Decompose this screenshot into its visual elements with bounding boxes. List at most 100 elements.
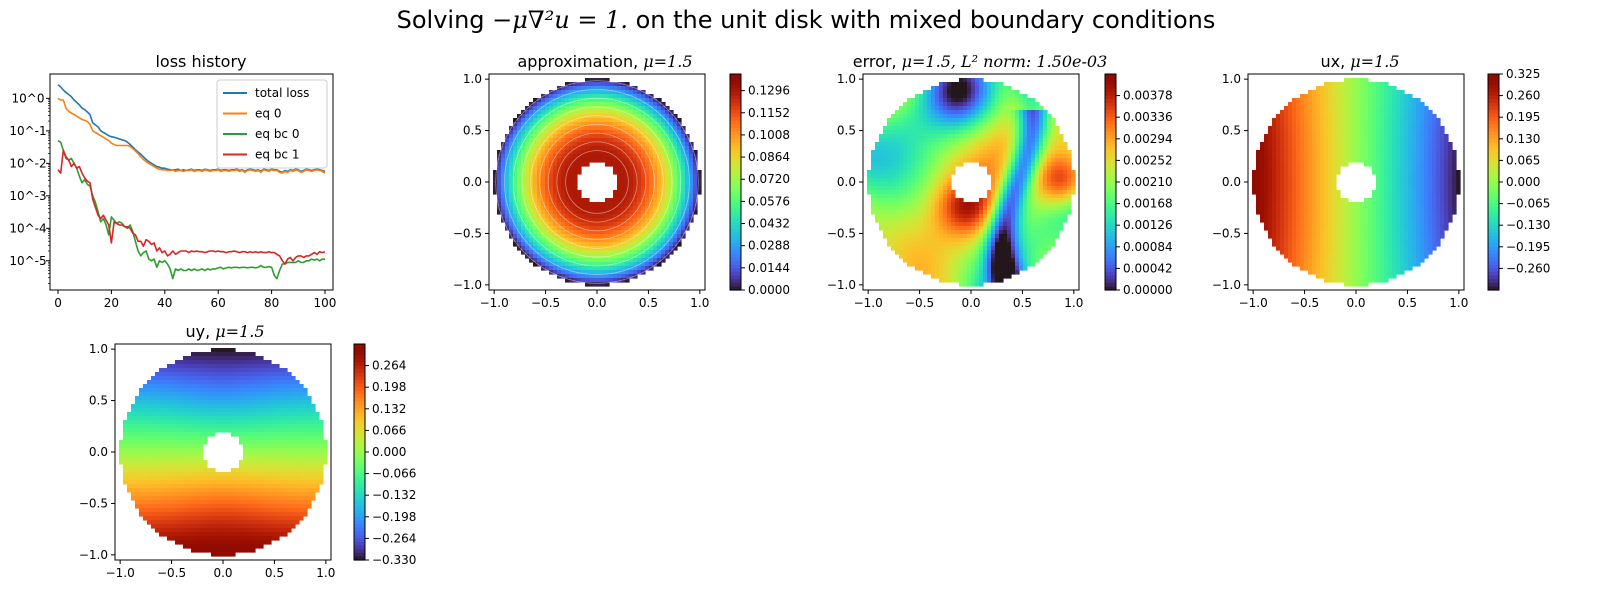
- error-colorbar-step: [1105, 214, 1116, 219]
- approx-cell: [577, 198, 582, 203]
- approx-cell: [661, 118, 666, 123]
- approx-cell: [541, 134, 546, 139]
- approx-cell: [629, 162, 634, 167]
- error-colorbar-step: [1105, 81, 1116, 86]
- ux-cell: [1280, 246, 1285, 251]
- approx-cell: [641, 106, 646, 111]
- error-cell: [983, 258, 988, 263]
- error-cell: [935, 86, 940, 91]
- approx-cell: [557, 266, 562, 271]
- error-cell: [999, 182, 1004, 187]
- approx-cell: [673, 174, 678, 179]
- approx-cell: [525, 166, 530, 171]
- approx-cell: [505, 198, 510, 203]
- approx-cell: [545, 210, 550, 215]
- error-cell: [1043, 206, 1048, 211]
- error-cell: [1043, 218, 1048, 223]
- error-cell: [943, 114, 948, 119]
- approx-cell: [665, 142, 670, 147]
- ux-cell: [1300, 150, 1305, 155]
- approx-cell: [577, 134, 582, 139]
- error-cell: [1031, 198, 1036, 203]
- approx-cell: [505, 170, 510, 175]
- approx-cell: [569, 102, 574, 107]
- approx-cell: [541, 142, 546, 147]
- error-colorbar-step: [1105, 182, 1116, 187]
- approx-cell: [645, 150, 650, 155]
- ux-cell: [1308, 182, 1313, 187]
- error-cell: [903, 246, 908, 251]
- approx-cell: [633, 86, 638, 91]
- error-cell: [991, 246, 996, 251]
- approx-cell: [649, 266, 654, 271]
- error-cell: [891, 230, 896, 235]
- error-cell: [979, 158, 984, 163]
- error-cell: [975, 78, 980, 83]
- approx-cell: [573, 262, 578, 267]
- approx-cell: [621, 130, 626, 135]
- approx-cell: [625, 258, 630, 263]
- approx-cell: [685, 166, 690, 171]
- approx-cell: [573, 142, 578, 147]
- error-cell: [1067, 182, 1072, 187]
- error-cell: [927, 146, 932, 151]
- error-cell: [1063, 146, 1068, 151]
- approx-cell: [585, 282, 590, 287]
- error-cell: [935, 150, 940, 155]
- ux-cell: [1300, 166, 1305, 171]
- approx-cell: [629, 186, 634, 191]
- error-cell: [907, 138, 912, 143]
- error-cell: [1035, 190, 1040, 195]
- ux-cell: [1296, 222, 1301, 227]
- approx-cell: [573, 110, 578, 115]
- approx-cell: [653, 190, 658, 195]
- ux-cell: [1284, 254, 1289, 259]
- error-cell: [971, 154, 976, 159]
- ux-cell: [1304, 210, 1309, 215]
- error-cell: [1063, 170, 1068, 175]
- approx-cell: [593, 102, 598, 107]
- error-cell: [927, 194, 932, 199]
- approx-cell: [681, 146, 686, 151]
- approx-cell: [573, 150, 578, 155]
- approx-cell: [653, 258, 658, 263]
- error-cell: [971, 242, 976, 247]
- approx-cell: [577, 274, 582, 279]
- approx-cell: [585, 254, 590, 259]
- approx-cell: [529, 134, 534, 139]
- approx-cell: [693, 186, 698, 191]
- error-cell: [919, 134, 924, 139]
- error-cell: [1035, 110, 1040, 115]
- approx-cell: [673, 142, 678, 147]
- error-cell: [979, 150, 984, 155]
- error-cell: [1047, 122, 1052, 127]
- error-cell: [983, 110, 988, 115]
- error-cell: [967, 202, 972, 207]
- approx-cell: [577, 222, 582, 227]
- approx-cell: [625, 222, 630, 227]
- loss-series-line-3: [57, 149, 326, 265]
- error-cell: [951, 278, 956, 283]
- approx-cell: [629, 94, 634, 99]
- approx-cell: [669, 122, 674, 127]
- approx-cell: [629, 106, 634, 111]
- error-cell: [1011, 138, 1016, 143]
- approx-cell: [613, 130, 618, 135]
- error-cell: [1019, 142, 1024, 147]
- error-cell: [1007, 246, 1012, 251]
- approx-cell: [521, 134, 526, 139]
- error-cell: [999, 98, 1004, 103]
- ux-cell: [1312, 186, 1317, 191]
- error-cell: [931, 90, 936, 95]
- error-cell: [959, 90, 964, 95]
- approx-cell: [629, 258, 634, 263]
- error-cell: [1003, 158, 1008, 163]
- approx-cell: [533, 142, 538, 147]
- approx-cell: [613, 158, 618, 163]
- approx-cell: [589, 222, 594, 227]
- approx-cell: [653, 222, 658, 227]
- ux-cell: [1308, 238, 1313, 243]
- ux-cell: [1280, 230, 1285, 235]
- approx-cell: [545, 258, 550, 263]
- ux-cell: [1312, 238, 1317, 243]
